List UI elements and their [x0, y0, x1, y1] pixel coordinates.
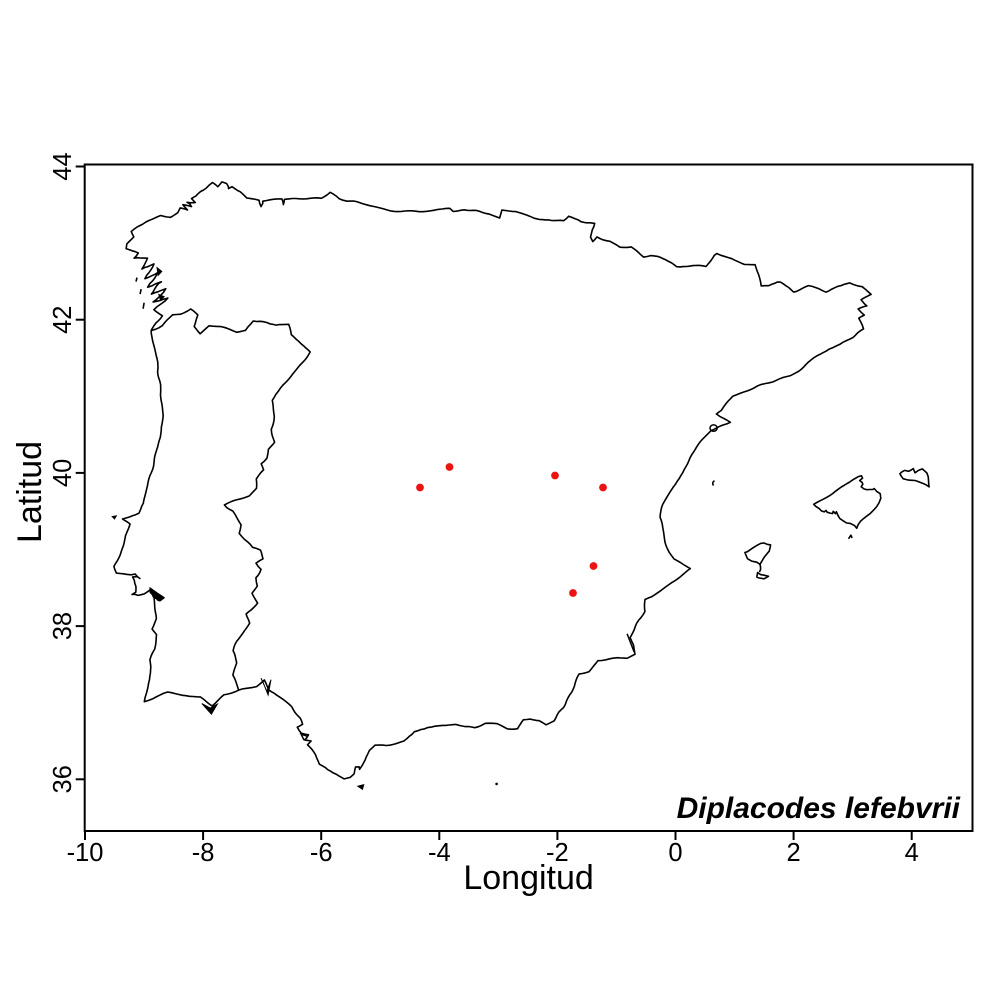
svg-text:-8: -8 — [192, 839, 215, 867]
svg-text:38: 38 — [49, 612, 77, 640]
svg-text:-10: -10 — [67, 839, 104, 867]
svg-text:Diplacodes lefebvrii: Diplacodes lefebvrii — [677, 792, 961, 825]
svg-text:40: 40 — [49, 459, 77, 487]
svg-text:Latitud: Latitud — [11, 441, 49, 543]
svg-text:4: 4 — [905, 839, 919, 867]
svg-text:-4: -4 — [428, 839, 451, 867]
svg-text:Longitud: Longitud — [463, 859, 593, 897]
svg-text:-2: -2 — [546, 839, 569, 867]
svg-text:44: 44 — [49, 152, 77, 180]
svg-text:42: 42 — [49, 306, 77, 334]
svg-text:36: 36 — [49, 765, 77, 793]
svg-text:0: 0 — [668, 839, 682, 867]
svg-text:2: 2 — [787, 839, 801, 867]
svg-text:-6: -6 — [310, 839, 333, 867]
